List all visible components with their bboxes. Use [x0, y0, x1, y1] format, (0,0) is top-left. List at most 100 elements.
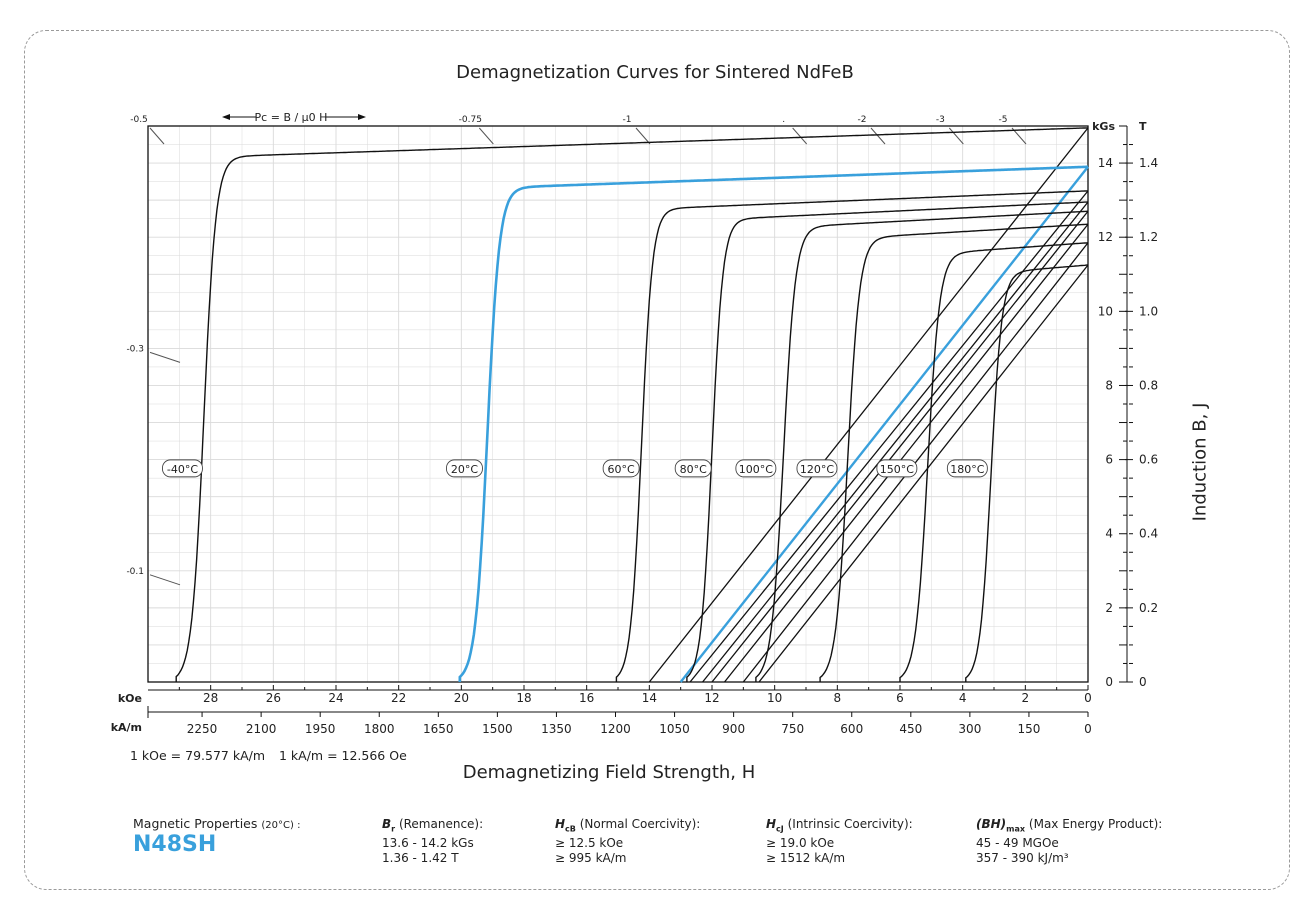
pc-arrow-right-head [358, 114, 366, 120]
y-unit-t: T [1139, 120, 1147, 133]
y-tick-label-kgs: 8 [1105, 378, 1113, 392]
x-tick-label-koe: 8 [834, 691, 842, 705]
prop-hcj-symbol: H [766, 817, 777, 831]
x-axis-title: Demagnetizing Field Strength, H [0, 762, 1218, 783]
pc-tick-mark [149, 127, 165, 145]
x-unit-koe: kOe [118, 692, 142, 705]
y-tick-label-kgs: 6 [1105, 453, 1113, 467]
pc-tick-mark [792, 127, 808, 145]
x-tick-label-koe: 26 [266, 691, 281, 705]
pc-tick-mark [948, 127, 964, 145]
conversion-kam: 1 kA/m = 12.566 Oe [279, 748, 407, 763]
prop-hcj-sub: cJ [776, 824, 784, 834]
intrinsic-curve-60°C [615, 190, 1088, 682]
pc-label: -2 [858, 115, 867, 125]
temperature-label: 60°C [608, 463, 635, 476]
y-tick-label-kgs: 2 [1105, 601, 1113, 615]
prop-hcb-sub: cB [565, 824, 576, 834]
prop-bh-sub: max [1006, 824, 1026, 834]
normal-curve-line [702, 201, 1089, 683]
y-tick-label-t: 1.2 [1139, 230, 1158, 244]
prop-remanence-sub: r [391, 824, 396, 834]
temperature-label: 100°C [739, 463, 773, 476]
x-tick-label-koe: 28 [203, 691, 218, 705]
intrinsic-curve-120°C [819, 223, 1089, 682]
pc-label: . [782, 115, 785, 125]
x-tick-label-koe: 24 [328, 691, 343, 705]
prop-remanence: Br (Remanence): 13.6 - 14.2 kGs 1.36 - 1… [382, 817, 483, 866]
x-tick-label-koe: 6 [896, 691, 904, 705]
x-tick-label-kam: 150 [1017, 722, 1040, 736]
prop-remanence-name: (Remanence): [398, 817, 484, 831]
x-tick-label-koe: 4 [959, 691, 967, 705]
normal-curve-line [742, 242, 1089, 683]
pc-label: -0.3 [126, 344, 144, 354]
prop-hcb-v1: ≥ 12.5 kOe [555, 836, 624, 851]
pc-label: -3 [936, 115, 945, 125]
conversion-koe: 1 kOe = 79.577 kA/m [130, 748, 266, 763]
y-tick-label-t: 0.4 [1139, 527, 1158, 541]
unit-conversion: 1 kOe = 79.577 kA/m 1 kA/m = 12.566 Oe [130, 748, 417, 763]
temperature-label-box [446, 459, 483, 478]
grade-name: N48SH [133, 832, 217, 857]
y-tick-label-kgs: 12 [1098, 230, 1113, 244]
prop-bh-v2: 357 - 390 kJ/m³ [976, 851, 1069, 866]
temperature-label-box [796, 459, 838, 478]
temperature-label-box [735, 459, 777, 478]
temperature-label: 20°C [451, 463, 478, 476]
properties-label-text: Magnetic Properties [133, 816, 258, 831]
y-tick-label-kgs: 4 [1105, 527, 1113, 541]
x-tick-label-kam: 300 [958, 722, 981, 736]
x-tick-label-kam: 2100 [246, 722, 277, 736]
x-tick-label-kam: 1200 [600, 722, 631, 736]
temperature-label-box [876, 459, 918, 478]
pc-tick-mark [149, 351, 181, 363]
prop-remanence-symbol: B [382, 817, 392, 831]
intrinsic-curve-80°C [686, 201, 1089, 682]
prop-hcb-symbol: H [555, 817, 566, 831]
chart-title: Demagnetization Curves for Sintered NdFe… [456, 62, 854, 83]
prop-intrinsic-coercivity: HcJ (Intrinsic Coercivity): ≥ 19.0 kOe ≥… [766, 817, 913, 866]
y-axis-title: Induction B, J [1190, 403, 1211, 522]
temperature-label-box [674, 459, 712, 478]
pc-label: -0.5 [130, 115, 148, 125]
prop-hcj-name: (Intrinsic Coercivity): [787, 817, 913, 831]
prop-hcb-v2: ≥ 995 kA/m [555, 851, 627, 866]
x-tick-label-koe: 16 [579, 691, 594, 705]
intrinsic-curve-20°C [458, 165, 1088, 682]
prop-bh-name: (Max Energy Product): [1028, 817, 1163, 831]
temperature-label-box [602, 459, 640, 478]
normal-curve-line [689, 190, 1089, 683]
normal-curve-line [758, 264, 1089, 683]
pc-label: -1 [623, 115, 632, 125]
y-axis-title-text: Induction B, J [1189, 402, 1211, 522]
y-tick-label-t: 1.0 [1139, 304, 1158, 318]
intrinsic-curve--40°C [175, 127, 1088, 682]
prop-remanence-v1: 13.6 - 14.2 kGs [382, 836, 474, 851]
temperature-label: -40°C [167, 463, 198, 476]
prop-bh-symbol: (BH) [976, 817, 1007, 831]
x-tick-label-kam: 1800 [364, 722, 395, 736]
y-tick-label-t: 0.8 [1139, 378, 1158, 392]
x-tick-label-kam: 900 [722, 722, 745, 736]
chart-frame [24, 30, 1290, 890]
y-tick-label-t: 0.2 [1139, 601, 1158, 615]
pc-label: -5 [999, 115, 1008, 125]
prop-hcb-name: (Normal Coercivity): [579, 817, 701, 831]
normal-curve-line [724, 223, 1089, 683]
normal-curve-line [648, 127, 1089, 683]
pc-tick-mark [870, 127, 886, 145]
pc-tick-mark [635, 127, 651, 145]
normal-curve-line [679, 166, 1089, 683]
properties-label: Magnetic Properties (20°C) : [133, 816, 300, 831]
x-tick-label-kam: 1350 [541, 722, 572, 736]
prop-hcj-v1: ≥ 19.0 kOe [766, 836, 835, 851]
temperature-label: 180°C [950, 463, 984, 476]
prop-energy-product: (BH)max (Max Energy Product): 45 - 49 MG… [976, 817, 1162, 866]
x-tick-label-kam: 750 [781, 722, 804, 736]
prop-hcj-v2: ≥ 1512 kA/m [766, 851, 846, 866]
x-unit-kam: kA/m [111, 721, 142, 734]
y-tick-label-t: 1.4 [1139, 156, 1158, 170]
prop-remanence-v2: 1.36 - 1.42 T [382, 851, 459, 866]
